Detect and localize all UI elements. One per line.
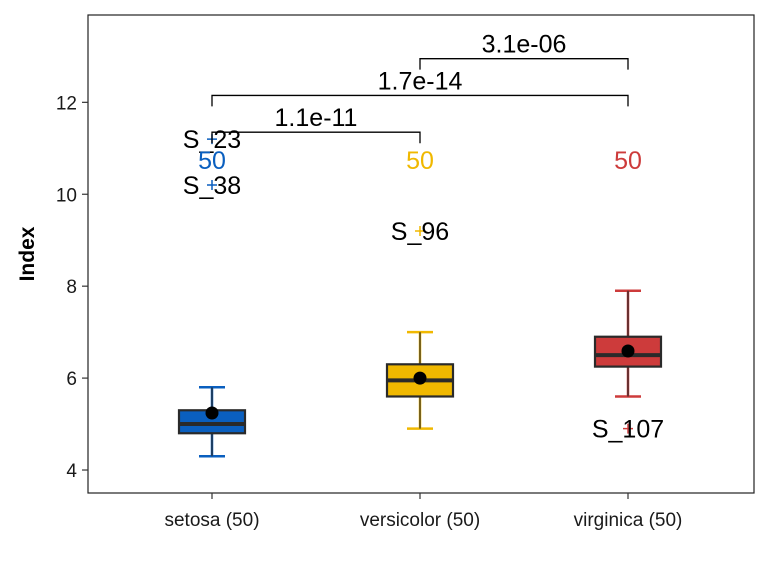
outlier-point [623,423,633,434]
p-value-label: 3.1e-06 [482,31,567,59]
y-tick-label: 12 [56,93,77,114]
y-tick-label: 8 [66,277,77,298]
outlier-label: S_96 [391,218,449,246]
outlier-label: S_107 [592,416,664,444]
p-value-label: 1.1e-11 [275,104,358,132]
x-axis: setosa (50) versicolor (50) virginica (50) [164,493,682,531]
count-label-group: 50 50 50 [198,147,642,175]
x-tick-label: versicolor (50) [360,510,480,531]
box-3 [593,289,663,398]
comparison-bracket [211,131,421,144]
count-label: 50 [406,147,434,175]
mean-point [621,344,635,358]
y-axis-title: Index [16,226,39,281]
y-tick-label: 10 [56,185,77,206]
mean-point [413,371,427,385]
outlier-label: S_38 [183,172,241,200]
outlier-point [207,180,217,191]
count-label: 50 [614,147,642,175]
y-axis: 4 6 8 10 12 [56,93,88,482]
y-tick-label: 4 [66,461,77,482]
box-1 [177,386,247,458]
outlier-point [415,226,425,237]
x-tick-label: setosa (50) [164,510,259,531]
y-tick-label: 6 [66,369,77,390]
comparison-bracket-group: 1.1e-11 1.7e-14 3.1e-06 [211,31,629,144]
box-series [177,289,663,458]
count-label: 50 [198,147,226,175]
x-tick-label: virginica (50) [574,510,683,531]
box-2 [385,330,455,430]
mean-point [205,406,219,420]
p-value-label: 1.7e-14 [378,67,463,95]
comparison-bracket [419,58,629,70]
comparison-bracket [211,94,629,107]
